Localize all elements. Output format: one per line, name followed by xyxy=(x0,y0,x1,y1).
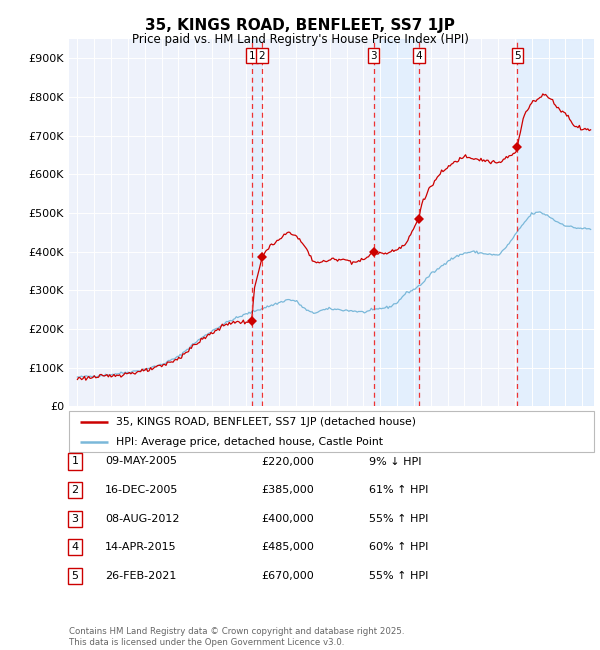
Text: 2015: 2015 xyxy=(409,422,418,446)
Text: 55% ↑ HPI: 55% ↑ HPI xyxy=(369,571,428,581)
Text: 2017: 2017 xyxy=(443,422,452,446)
Text: 2009: 2009 xyxy=(308,422,317,446)
Text: Price paid vs. HM Land Registry's House Price Index (HPI): Price paid vs. HM Land Registry's House … xyxy=(131,32,469,46)
Text: Contains HM Land Registry data © Crown copyright and database right 2025.: Contains HM Land Registry data © Crown c… xyxy=(69,627,404,636)
Text: 16-DEC-2005: 16-DEC-2005 xyxy=(105,485,178,495)
Text: 2005: 2005 xyxy=(241,422,250,446)
Text: 60% ↑ HPI: 60% ↑ HPI xyxy=(369,542,428,552)
Text: 2012: 2012 xyxy=(359,422,368,445)
Text: 2003: 2003 xyxy=(208,422,217,446)
Text: 2022: 2022 xyxy=(527,422,536,445)
Text: £485,000: £485,000 xyxy=(261,542,314,552)
Text: 1996: 1996 xyxy=(90,422,99,446)
Text: 61% ↑ HPI: 61% ↑ HPI xyxy=(369,485,428,495)
Text: 2: 2 xyxy=(71,485,79,495)
Text: 5: 5 xyxy=(71,571,79,581)
Text: 2001: 2001 xyxy=(174,422,183,446)
Text: 2024: 2024 xyxy=(561,422,570,445)
Bar xyxy=(252,39,262,406)
Text: 5: 5 xyxy=(514,51,521,60)
Text: 26-FEB-2021: 26-FEB-2021 xyxy=(105,571,176,581)
Text: 1: 1 xyxy=(248,51,255,60)
Text: 4: 4 xyxy=(71,542,79,552)
Bar xyxy=(517,39,594,406)
Text: 2014: 2014 xyxy=(392,422,401,445)
Text: 3: 3 xyxy=(370,51,377,60)
Text: 55% ↑ HPI: 55% ↑ HPI xyxy=(369,514,428,524)
Text: 08-AUG-2012: 08-AUG-2012 xyxy=(105,514,179,524)
Text: 2: 2 xyxy=(259,51,265,60)
Text: 2013: 2013 xyxy=(376,422,385,446)
Text: 2010: 2010 xyxy=(325,422,334,446)
Text: £220,000: £220,000 xyxy=(261,456,314,467)
Text: 9% ↓ HPI: 9% ↓ HPI xyxy=(369,456,421,467)
Text: 2004: 2004 xyxy=(224,422,233,445)
Text: 4: 4 xyxy=(415,51,422,60)
Text: 14-APR-2015: 14-APR-2015 xyxy=(105,542,176,552)
Text: 2025: 2025 xyxy=(578,422,587,445)
Text: 2023: 2023 xyxy=(544,422,553,445)
FancyBboxPatch shape xyxy=(69,411,594,452)
Text: 1999: 1999 xyxy=(140,422,149,446)
Text: 1998: 1998 xyxy=(124,422,133,446)
Text: £385,000: £385,000 xyxy=(261,485,314,495)
Text: 09-MAY-2005: 09-MAY-2005 xyxy=(105,456,177,467)
Text: 2011: 2011 xyxy=(342,422,351,446)
Text: 1: 1 xyxy=(71,456,79,467)
Text: 2002: 2002 xyxy=(191,422,200,445)
Text: This data is licensed under the Open Government Licence v3.0.: This data is licensed under the Open Gov… xyxy=(69,638,344,647)
Text: 1995: 1995 xyxy=(73,422,82,446)
Text: 2006: 2006 xyxy=(258,422,267,446)
Text: 2007: 2007 xyxy=(275,422,284,446)
Text: 2000: 2000 xyxy=(157,422,166,446)
Bar xyxy=(374,39,419,406)
Text: 3: 3 xyxy=(71,514,79,524)
Text: 2021: 2021 xyxy=(511,422,520,445)
Text: 35, KINGS ROAD, BENFLEET, SS7 1JP: 35, KINGS ROAD, BENFLEET, SS7 1JP xyxy=(145,18,455,33)
Text: HPI: Average price, detached house, Castle Point: HPI: Average price, detached house, Cast… xyxy=(116,437,383,447)
Text: 2008: 2008 xyxy=(292,422,301,446)
Text: 35, KINGS ROAD, BENFLEET, SS7 1JP (detached house): 35, KINGS ROAD, BENFLEET, SS7 1JP (detac… xyxy=(116,417,416,427)
Text: 2016: 2016 xyxy=(426,422,435,446)
Text: £670,000: £670,000 xyxy=(261,571,314,581)
Text: 2019: 2019 xyxy=(477,422,486,446)
Text: 2018: 2018 xyxy=(460,422,469,446)
Text: 1997: 1997 xyxy=(107,422,116,446)
Text: 2020: 2020 xyxy=(494,422,503,445)
Text: £400,000: £400,000 xyxy=(261,514,314,524)
